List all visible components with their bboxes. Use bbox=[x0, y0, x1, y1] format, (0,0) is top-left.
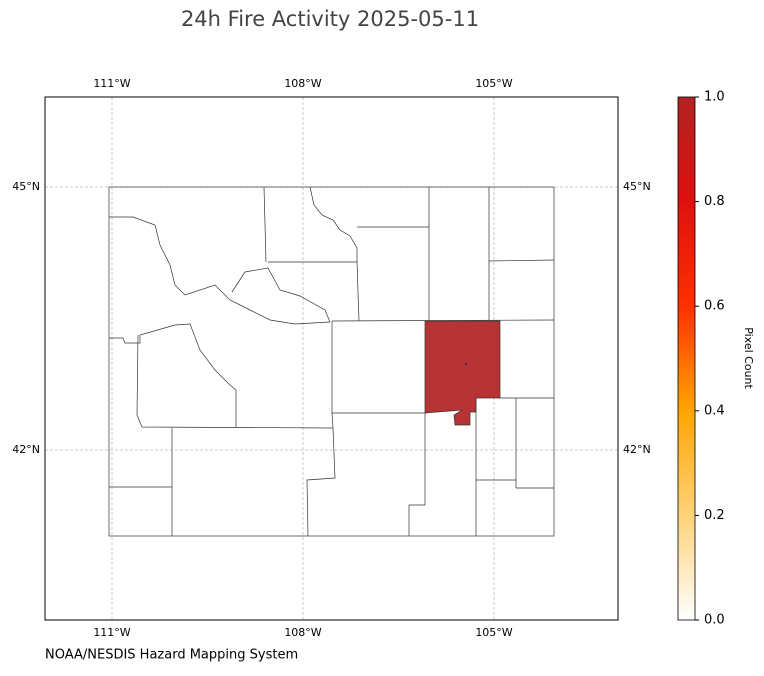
lon-label-bottom: 108°W bbox=[284, 626, 321, 639]
colorbar-tick-label: 0.8 bbox=[704, 194, 725, 209]
county-line bbox=[306, 412, 336, 537]
county-line bbox=[263, 186, 267, 263]
fire-point bbox=[464, 362, 468, 366]
county-line bbox=[109, 323, 237, 427]
title: 24h Fire Activity 2025-05-11 bbox=[181, 7, 479, 31]
colorbar-tick-label: 0.6 bbox=[704, 299, 725, 314]
county-line bbox=[515, 398, 554, 489]
county-line bbox=[309, 186, 360, 322]
county-line bbox=[488, 259, 555, 262]
county-line bbox=[331, 321, 425, 414]
lat-label-left: 42°N bbox=[12, 443, 40, 456]
county-line bbox=[408, 413, 426, 536]
lat-label-right: 45°N bbox=[623, 180, 651, 193]
county-line bbox=[231, 267, 331, 323]
lon-label-top: 111°W bbox=[93, 77, 130, 90]
colorbar bbox=[677, 96, 696, 621]
county-line bbox=[331, 319, 555, 322]
lon-label-top: 108°W bbox=[284, 77, 321, 90]
lat-label-right: 42°N bbox=[623, 443, 651, 456]
lon-label-top: 105°W bbox=[475, 77, 512, 90]
county-line bbox=[136, 334, 334, 429]
fire-county bbox=[424, 320, 501, 426]
colorbar-tick-label: 0.4 bbox=[704, 403, 725, 418]
map-frame bbox=[44, 96, 619, 621]
county-line bbox=[109, 216, 331, 325]
colorbar-tick-label: 1.0 bbox=[704, 90, 725, 105]
lon-label-bottom: 111°W bbox=[93, 626, 130, 639]
lon-label-bottom: 105°W bbox=[475, 626, 512, 639]
colorbar-tick-label: 0.2 bbox=[704, 508, 725, 523]
colorbar-tick-label: 0.0 bbox=[704, 613, 725, 628]
colorbar-label: Pixel Count bbox=[742, 327, 755, 389]
lat-label-left: 45°N bbox=[12, 180, 40, 193]
counties bbox=[108, 186, 555, 537]
state-outline bbox=[108, 186, 555, 537]
source: NOAA/NESDIS Hazard Mapping System bbox=[45, 648, 298, 663]
